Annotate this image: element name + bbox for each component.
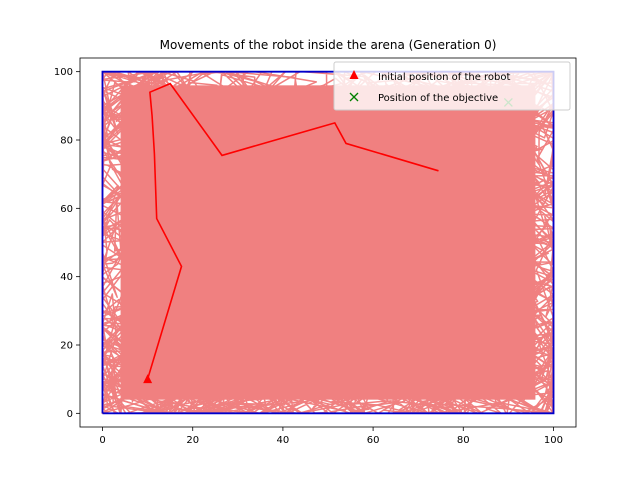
plot-area — [101, 70, 555, 415]
y-tick-label: 60 — [60, 204, 73, 215]
legend-label-objective: Position of the objective — [378, 93, 498, 104]
y-tick-label: 0 — [67, 409, 73, 420]
legend-box — [333, 61, 571, 111]
legend: Initial position of the robot Position o… — [333, 61, 571, 111]
axes-frame — [79, 57, 577, 428]
y-tick-label: 40 — [60, 272, 73, 283]
y-tick-label: 100 — [54, 67, 73, 78]
background-coverage — [120, 85, 536, 400]
x-tick-label: 20 — [186, 435, 199, 446]
initial-position-marker — [143, 374, 153, 384]
legend-x-icon — [349, 92, 359, 102]
x-tick-label: 0 — [99, 435, 105, 446]
robot-path-line — [146, 82, 439, 380]
y-tick-label: 80 — [60, 136, 73, 147]
y-tick-label: 20 — [60, 341, 73, 352]
x-tick-label: 40 — [277, 435, 290, 446]
x-tick-label: 80 — [457, 435, 470, 446]
background-paths — [101, 70, 555, 415]
legend-triangle-icon — [349, 70, 359, 79]
x-tick-label: 100 — [544, 435, 563, 446]
chart-title: Movements of the robot inside the arena … — [160, 38, 497, 52]
legend-label-initial: Initial position of the robot — [378, 72, 511, 83]
x-tick-label: 60 — [367, 435, 380, 446]
axes: 0 20 40 60 80 100 0 20 40 60 80 100 — [54, 57, 577, 446]
